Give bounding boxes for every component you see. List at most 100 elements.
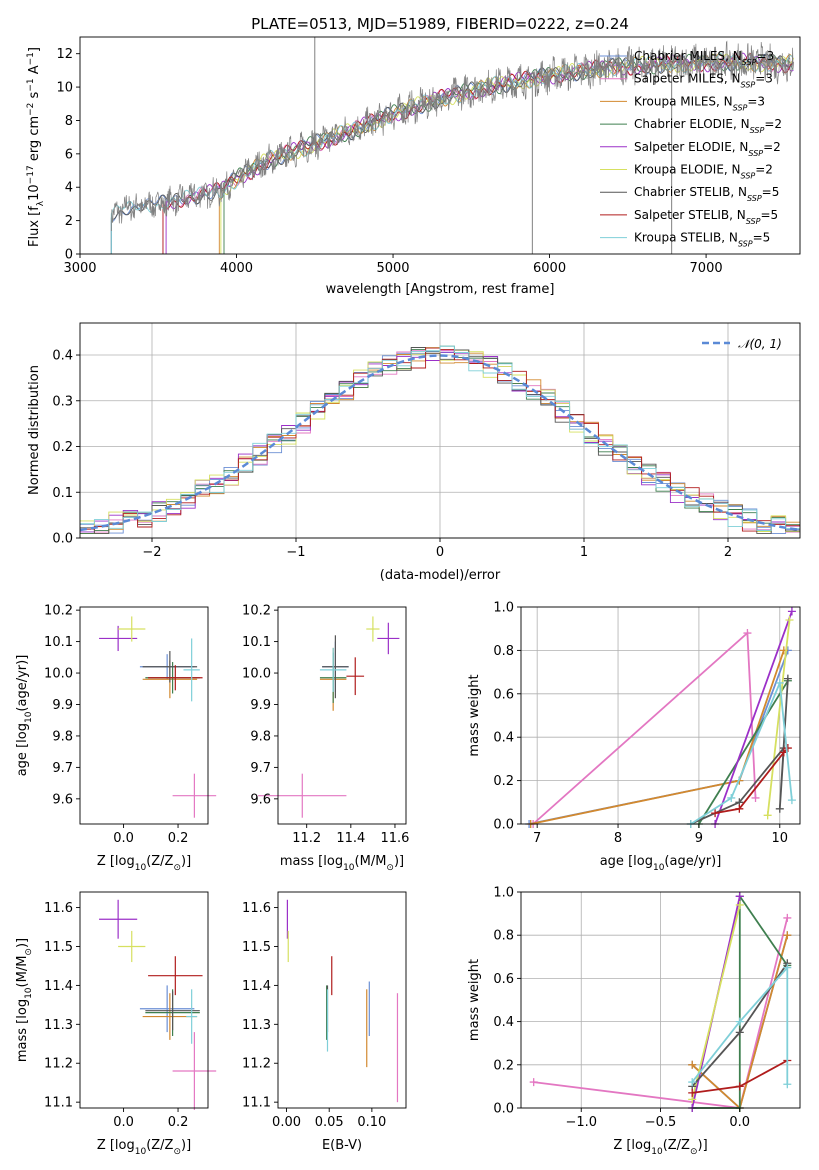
x-axis-label: E(B-V)	[322, 1138, 362, 1153]
mass-weight-marker	[688, 1078, 697, 1087]
x-tick-label: 8	[614, 831, 622, 846]
y-tick-label: 9.7	[52, 761, 73, 776]
y-tick-label: 0.2	[493, 1058, 514, 1073]
y-tick-label: 10.2	[242, 604, 271, 619]
x-axis-label: mass [log10(M/M⊙)]	[280, 854, 404, 873]
x-tick-label: 5000	[376, 261, 409, 276]
mass-weight-vs-metallicity-panel: −1.0 −0.5 0.0 0.0 0.2 0.4 0.6 0.8 1.0 Z [log10(Z/…	[467, 886, 801, 1157]
legend-entry-label: Salpeter ELODIE, NSSP=2	[634, 140, 781, 158]
y-tick-label: 0.0	[493, 1102, 514, 1117]
figure-title: PLATE=0513, MJD=51989, FIBERID=0222, z=0…	[251, 15, 629, 33]
x-tick-label: 11.4	[336, 831, 365, 846]
mass-vs-metallicity-panel: 0.0 0.2 11.1 11.2 11.3 11.4 11.5 11.6 Z [log10(Z…	[15, 891, 217, 1157]
y-tick-label: 0.6	[493, 687, 514, 702]
legend-entry-label: Salpeter MILES, NSSP=3	[634, 72, 773, 90]
axes-frame	[520, 606, 801, 825]
y-tick-label: 0.0	[52, 532, 73, 547]
x-axis-label: Z [log10(Z/Z⊙)]	[613, 1138, 707, 1157]
x-tick-label: 0.0	[113, 831, 134, 846]
y-tick-label: 10	[56, 81, 73, 96]
y-tick-label: 9.6	[250, 792, 271, 807]
mass-weight-marker	[688, 1088, 697, 1097]
plot-area	[99, 899, 217, 1110]
mass-weight-vs-age-panel: 7 8 9 10 0.0 0.2 0.4 0.6 0.8 1.0 age [log10(age/yr…	[467, 601, 801, 873]
mass-weight-marker	[735, 900, 744, 909]
x-tick-label: 4000	[220, 261, 253, 276]
y-axis-label: mass weight	[467, 959, 482, 1041]
y-tick-label: 10.0	[44, 667, 73, 682]
y-tick-label: 9.7	[250, 761, 271, 776]
x-tick-label: 11.6	[380, 831, 409, 846]
plot-area	[258, 616, 400, 818]
y-tick-label: 0	[65, 248, 73, 263]
y-tick-label: 9.8	[250, 729, 271, 744]
x-tick-label: 0.0	[729, 1115, 750, 1130]
y-tick-label: 11.2	[44, 1057, 73, 1072]
mass-weight-marker	[785, 616, 794, 625]
axes-frame	[79, 36, 801, 255]
y-tick-label: 11.2	[242, 1057, 271, 1072]
gaussian-legend-label: 𝒩(0, 1)	[738, 337, 782, 351]
y-tick-label: 10.1	[242, 635, 271, 650]
plot-area	[525, 607, 796, 828]
mass-weight-marker	[529, 1078, 538, 1087]
mass-weight-series	[691, 904, 741, 1100]
mass-weight-marker	[751, 793, 760, 802]
y-tick-label: 1.0	[493, 886, 514, 901]
histogram-series	[80, 345, 800, 531]
axes-frame	[277, 891, 407, 1109]
age-vs-mass-panel: 11.2 11.4 11.6 9.6 9.7 9.8 9.9 10.0 10.1 10.2 mass…	[242, 604, 409, 873]
mass-weight-marker	[787, 607, 796, 616]
mass-weight-marker	[775, 678, 784, 687]
y-tick-label: 11.3	[44, 1018, 73, 1033]
x-tick-label: 7	[533, 831, 541, 846]
y-tick-label: 0.4	[52, 349, 73, 364]
mass-vs-ebv-panel: 0.00 0.05 0.10 11.1 11.2 11.3 11.4 11.5 11.6 E(B-…	[242, 891, 407, 1153]
y-tick-label: 11.3	[242, 1018, 271, 1033]
y-tick-label: 10.0	[242, 667, 271, 682]
mass-weight-marker	[763, 811, 772, 820]
y-tick-label: 0.4	[493, 731, 514, 746]
mass-weight-marker	[735, 1017, 744, 1026]
residual-histogram-panel: −2 −1 0 1 2 0.0 0.1 0.2 0.3 0.4 𝒩(0, 1) (data-model…	[27, 322, 801, 583]
axes-frame	[277, 606, 407, 825]
y-tick-label: 0.0	[493, 818, 514, 833]
y-tick-label: 9.8	[52, 729, 73, 744]
mass-weight-series	[690, 682, 793, 825]
x-tick-label: 0.10	[357, 1115, 386, 1130]
plot-area	[286, 899, 399, 1103]
mass-weight-marker	[783, 963, 792, 972]
age-vs-metallicity-panel: 0.0 0.2 9.6 9.7 9.8 9.9 10.0 10.1 10.2 Z [log10(Z…	[15, 604, 217, 873]
gaussian-curve	[80, 354, 800, 532]
y-tick-label: 10.2	[44, 604, 73, 619]
mass-weight-marker	[688, 1060, 697, 1069]
y-tick-label: 11.6	[242, 901, 271, 916]
y-tick-label: 9.9	[52, 698, 73, 713]
axes-frame	[79, 891, 209, 1109]
mass-weight-marker	[735, 892, 744, 901]
x-tick-label: 0	[436, 545, 444, 560]
x-tick-label: 7000	[690, 261, 723, 276]
y-tick-label: 0.2	[52, 440, 73, 455]
mass-weight-marker	[783, 913, 792, 922]
y-tick-label: 2	[65, 214, 73, 229]
x-tick-label: −0.5	[645, 1115, 677, 1130]
y-axis-label: Normed distribution	[27, 365, 42, 495]
y-tick-label: 0.4	[493, 1015, 514, 1030]
mass-weight-series	[766, 619, 791, 816]
x-tick-label: 3000	[63, 261, 96, 276]
legend-entry-label: Salpeter STELIB, NSSP=5	[634, 208, 778, 226]
mass-weight-series	[691, 965, 789, 1085]
x-axis-label: (data-model)/error	[380, 568, 501, 583]
y-tick-label: 0.2	[493, 774, 514, 789]
y-tick-label: 10.1	[44, 635, 73, 650]
y-axis-label: mass [log10(M/M⊙)]	[15, 938, 34, 1062]
x-tick-label: 0.2	[168, 1115, 189, 1130]
x-tick-label: 10	[772, 831, 789, 846]
mass-weight-marker	[775, 804, 784, 813]
plot-area	[110, 37, 795, 254]
axes-frame	[79, 322, 801, 539]
mass-weight-marker	[783, 931, 792, 940]
mass-weight-marker	[711, 809, 720, 818]
x-axis-label: age [log10(age/yr)]	[600, 854, 722, 873]
